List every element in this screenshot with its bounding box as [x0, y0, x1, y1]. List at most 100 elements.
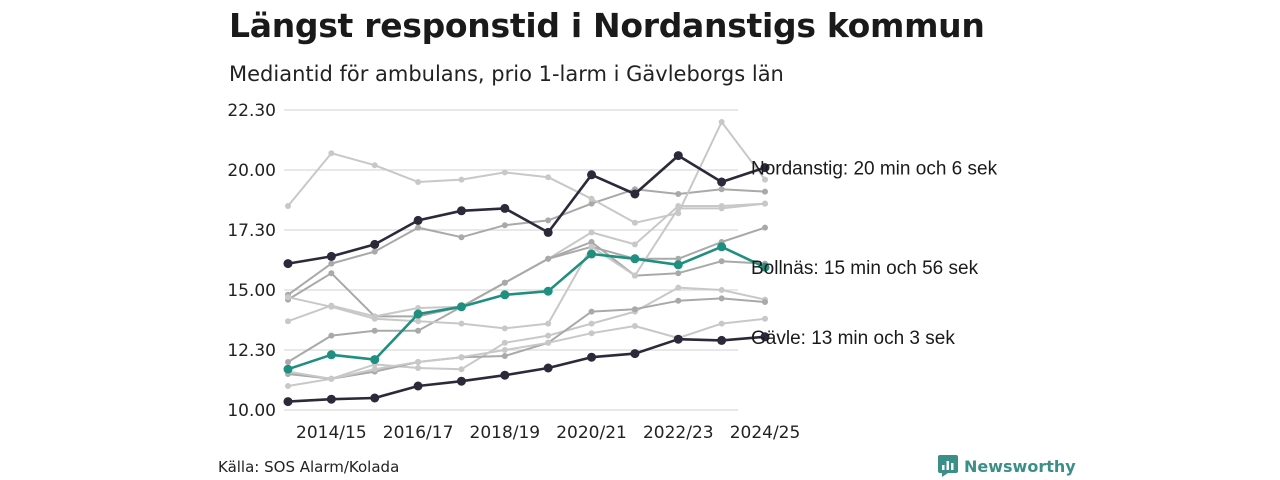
- data-point: [630, 254, 640, 264]
- data-point: [631, 219, 638, 226]
- data-point: [545, 332, 552, 339]
- data-point: [458, 234, 465, 241]
- data-point: [458, 320, 465, 327]
- data-point: [588, 239, 595, 245]
- data-point: [760, 332, 770, 342]
- data-point: [718, 205, 725, 212]
- background-series: [285, 119, 768, 389]
- background-series-line: [285, 315, 768, 382]
- data-point: [673, 334, 683, 344]
- y-tick-label: 22.30: [227, 101, 276, 121]
- data-point: [326, 251, 336, 261]
- data-point: [631, 272, 638, 279]
- data-point: [630, 349, 640, 359]
- data-point: [718, 119, 725, 125]
- data-point: [285, 203, 291, 209]
- newsworthy-logo-icon: [938, 455, 958, 477]
- data-point: [283, 259, 293, 269]
- data-point: [675, 255, 682, 262]
- series-nordanstig: [283, 151, 770, 269]
- data-point: [415, 327, 422, 334]
- series-line: [287, 121, 766, 224]
- data-point: [718, 287, 725, 293]
- series-end-label: Gävle: 13 min och 3 sek: [751, 328, 955, 349]
- data-point: [415, 224, 422, 231]
- data-point: [545, 339, 552, 346]
- data-point: [762, 224, 768, 231]
- data-point: [501, 279, 508, 286]
- background-series-line: [285, 224, 768, 320]
- data-point: [675, 297, 682, 304]
- background-series-line: [285, 119, 768, 226]
- data-point: [456, 206, 466, 216]
- y-tick-label: 15.00: [227, 281, 276, 301]
- series-line: [287, 297, 766, 380]
- data-point: [285, 294, 291, 301]
- data-point: [370, 355, 380, 365]
- data-point: [717, 242, 727, 252]
- data-point: [588, 320, 595, 327]
- highlighted-series: [283, 151, 770, 407]
- data-point: [718, 258, 725, 265]
- data-point: [326, 350, 336, 360]
- x-axis-ticks: 2014/15 2016/17 2018/19 2020/21 2022/23 2024/…: [296, 423, 800, 443]
- x-tick-label: 2014/15: [296, 423, 367, 443]
- data-point: [501, 347, 508, 353]
- data-point: [543, 363, 553, 373]
- y-tick-label: 12.30: [227, 341, 276, 361]
- data-point: [370, 239, 380, 249]
- data-point: [762, 200, 768, 207]
- data-point: [328, 260, 335, 267]
- data-point: [717, 177, 727, 187]
- data-point: [328, 303, 335, 310]
- data-point: [328, 150, 335, 157]
- data-point: [588, 330, 595, 337]
- data-point: [456, 376, 466, 386]
- data-point: [283, 364, 293, 374]
- data-point: [371, 315, 378, 322]
- background-series-line: [285, 186, 768, 298]
- data-point: [501, 325, 508, 332]
- data-point: [415, 359, 422, 365]
- data-point: [587, 249, 597, 259]
- data-point: [285, 383, 291, 389]
- series-line: [287, 335, 766, 403]
- series-end-label: Nordanstig: 20 min och 6 sek: [751, 159, 998, 180]
- brand-name: Newsworthy: [964, 456, 1076, 476]
- data-point: [413, 309, 423, 319]
- data-point: [543, 227, 553, 237]
- data-point: [675, 191, 682, 197]
- brand-logo[interactable]: Newsworthy: [938, 455, 1076, 477]
- data-point: [673, 151, 683, 161]
- data-point: [415, 318, 422, 325]
- data-point: [458, 366, 465, 373]
- series-line: [287, 241, 766, 363]
- data-point: [326, 394, 336, 404]
- x-tick-label: 2024/25: [730, 423, 801, 443]
- data-point: [587, 352, 597, 362]
- data-point: [718, 320, 725, 327]
- data-point: [675, 270, 682, 277]
- data-point: [370, 393, 380, 403]
- data-point: [587, 170, 597, 180]
- data-point: [717, 335, 727, 345]
- x-tick-label: 2022/23: [643, 423, 714, 443]
- data-point: [545, 255, 552, 262]
- x-tick-label: 2016/17: [383, 423, 454, 443]
- background-series-line: [285, 200, 768, 332]
- data-point: [673, 260, 683, 270]
- data-point: [588, 195, 595, 202]
- data-point: [283, 397, 293, 407]
- data-point: [588, 308, 595, 315]
- data-point: [545, 217, 552, 224]
- series-g-vle: [283, 332, 770, 407]
- data-point: [501, 339, 508, 346]
- series-line: [287, 154, 766, 265]
- series-line: [287, 188, 766, 296]
- data-point: [762, 315, 768, 322]
- data-point: [458, 354, 465, 361]
- data-point: [415, 365, 422, 371]
- chart-title: Längst responstid i Nordanstigs kommun: [229, 6, 985, 45]
- data-point: [328, 375, 335, 382]
